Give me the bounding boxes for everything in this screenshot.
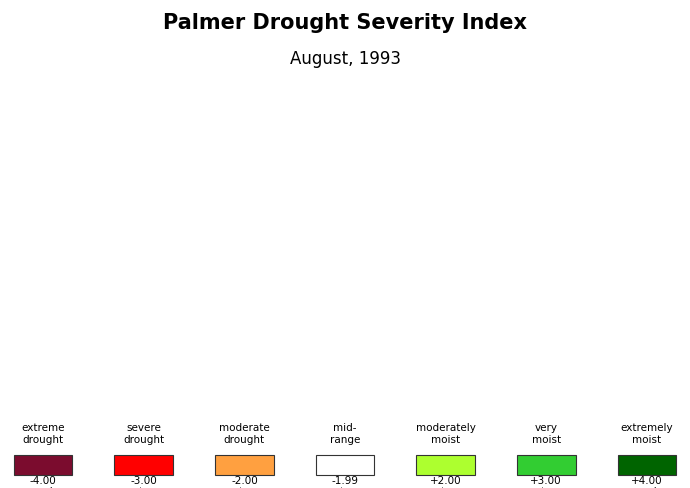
Text: moderate: moderate xyxy=(219,424,270,433)
Text: +4.00: +4.00 xyxy=(631,476,662,486)
Text: moist: moist xyxy=(532,435,561,445)
Text: +3.00: +3.00 xyxy=(531,476,562,486)
FancyBboxPatch shape xyxy=(115,455,173,475)
Text: moist: moist xyxy=(632,435,662,445)
FancyBboxPatch shape xyxy=(517,455,575,475)
Text: -2.00: -2.00 xyxy=(231,476,258,486)
Text: August, 1993: August, 1993 xyxy=(290,50,400,67)
Text: extremely: extremely xyxy=(620,424,673,433)
Text: -4.00: -4.00 xyxy=(30,476,57,486)
FancyBboxPatch shape xyxy=(215,455,274,475)
FancyBboxPatch shape xyxy=(618,455,676,475)
Text: moderately: moderately xyxy=(415,424,475,433)
Text: drought: drought xyxy=(124,435,164,445)
Text: extreme: extreme xyxy=(21,424,65,433)
Text: drought: drought xyxy=(23,435,63,445)
Text: +2.00: +2.00 xyxy=(430,476,462,486)
FancyBboxPatch shape xyxy=(14,455,72,475)
FancyBboxPatch shape xyxy=(316,455,374,475)
Text: -1.99: -1.99 xyxy=(331,476,359,486)
Text: range: range xyxy=(330,435,360,445)
Text: drought: drought xyxy=(224,435,265,445)
Text: mid-: mid- xyxy=(333,424,357,433)
Text: Palmer Drought Severity Index: Palmer Drought Severity Index xyxy=(163,14,527,33)
Text: very: very xyxy=(535,424,558,433)
Text: Map unavailable
(cartopy not installed): Map unavailable (cartopy not installed) xyxy=(253,231,437,269)
FancyBboxPatch shape xyxy=(416,455,475,475)
Text: moist: moist xyxy=(431,435,460,445)
Text: severe: severe xyxy=(126,424,161,433)
Text: -3.00: -3.00 xyxy=(130,476,157,486)
